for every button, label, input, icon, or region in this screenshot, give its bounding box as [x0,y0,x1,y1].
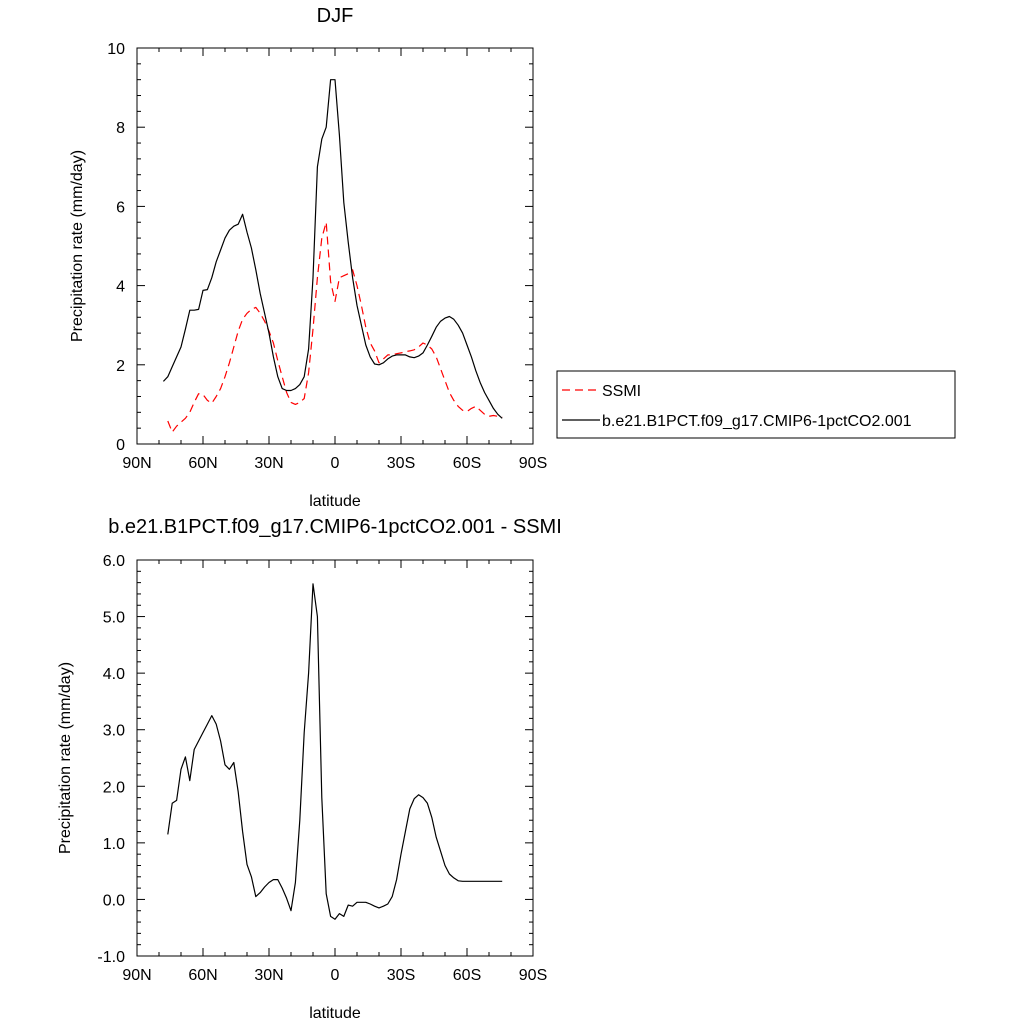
top-ytick-label: 4 [116,279,125,296]
bottom-ytick-label: 5.0 [103,610,125,627]
bottom-series-difference [167,583,503,920]
top-series-b-e21-b1pct-f09-g17-cmip6-1pctco2-001 [162,79,503,419]
bottom-panel-frame [136,559,534,957]
top-panel-ticks: 90N 60N 30N 0 30S 60S 90S 0 2 4 6 8 10 [107,41,547,472]
legend-model-label: b.e21.B1PCT.f09_g17.CMIP6-1pctCO2.001 [602,413,912,430]
bottom-panel-xlabel: latitude [309,1005,361,1022]
bottom-panel-ticks: 90N 60N 30N 0 30S 60S 90S -1.0 0.0 1.0 2.0 3.0 4.0 5.… [97,553,547,984]
top-ytick-label: 0 [116,437,125,454]
bottom-ytick-label: 1.0 [103,836,125,853]
bottom-xtick-label: 90S [519,967,547,984]
bottom-ytick-label: 2.0 [103,779,125,796]
top-xtick-label: 60N [188,455,217,472]
legend: SSMI b.e21.B1PCT.f09_g17.CMIP6-1pctCO2.0… [556,370,956,439]
bottom-xtick-label: 60S [453,967,481,984]
top-xtick-label: 90N [122,455,151,472]
bottom-panel-title: b.e21.B1PCT.f09_g17.CMIP6-1pctCO2.001 - … [108,516,562,538]
bottom-xtick-label: 30N [254,967,283,984]
top-panel-frame [136,47,534,445]
bottom-ytick-label: 0.0 [103,892,125,909]
legend-ssmi-label: SSMI [602,383,641,400]
top-ytick-label: 6 [116,199,125,216]
legend-box [556,370,956,439]
top-panel-title: DJF [317,5,354,27]
bottom-ytick-label: -1.0 [97,949,125,966]
bottom-ytick-label: 6.0 [103,553,125,570]
top-xtick-label: 30N [254,455,283,472]
top-ytick-label: 2 [116,358,125,375]
top-xtick-label: 30S [387,455,415,472]
top-ytick-label: 8 [116,120,125,137]
bottom-panel-series [167,583,503,920]
bottom-ytick-label: 4.0 [103,666,125,683]
bottom-xtick-label: 90N [122,967,151,984]
top-xtick-label: 90S [519,455,547,472]
bottom-panel: b.e21.B1PCT.f09_g17.CMIP6-1pctCO2.001 - … [57,516,562,1022]
bottom-xtick-label: 0 [331,967,340,984]
bottom-xtick-label: 30S [387,967,415,984]
top-ytick-label: 10 [107,41,125,58]
top-panel-ylabel: Precipitation rate (mm/day) [69,150,86,342]
top-xtick-label: 60S [453,455,481,472]
top-panel-series [162,79,503,433]
top-panel-xlabel: latitude [309,493,361,510]
bottom-ytick-label: 3.0 [103,723,125,740]
top-series-ssmi [167,221,503,433]
bottom-panel-ylabel: Precipitation rate (mm/day) [57,662,74,854]
top-xtick-label: 0 [331,455,340,472]
bottom-xtick-label: 60N [188,967,217,984]
